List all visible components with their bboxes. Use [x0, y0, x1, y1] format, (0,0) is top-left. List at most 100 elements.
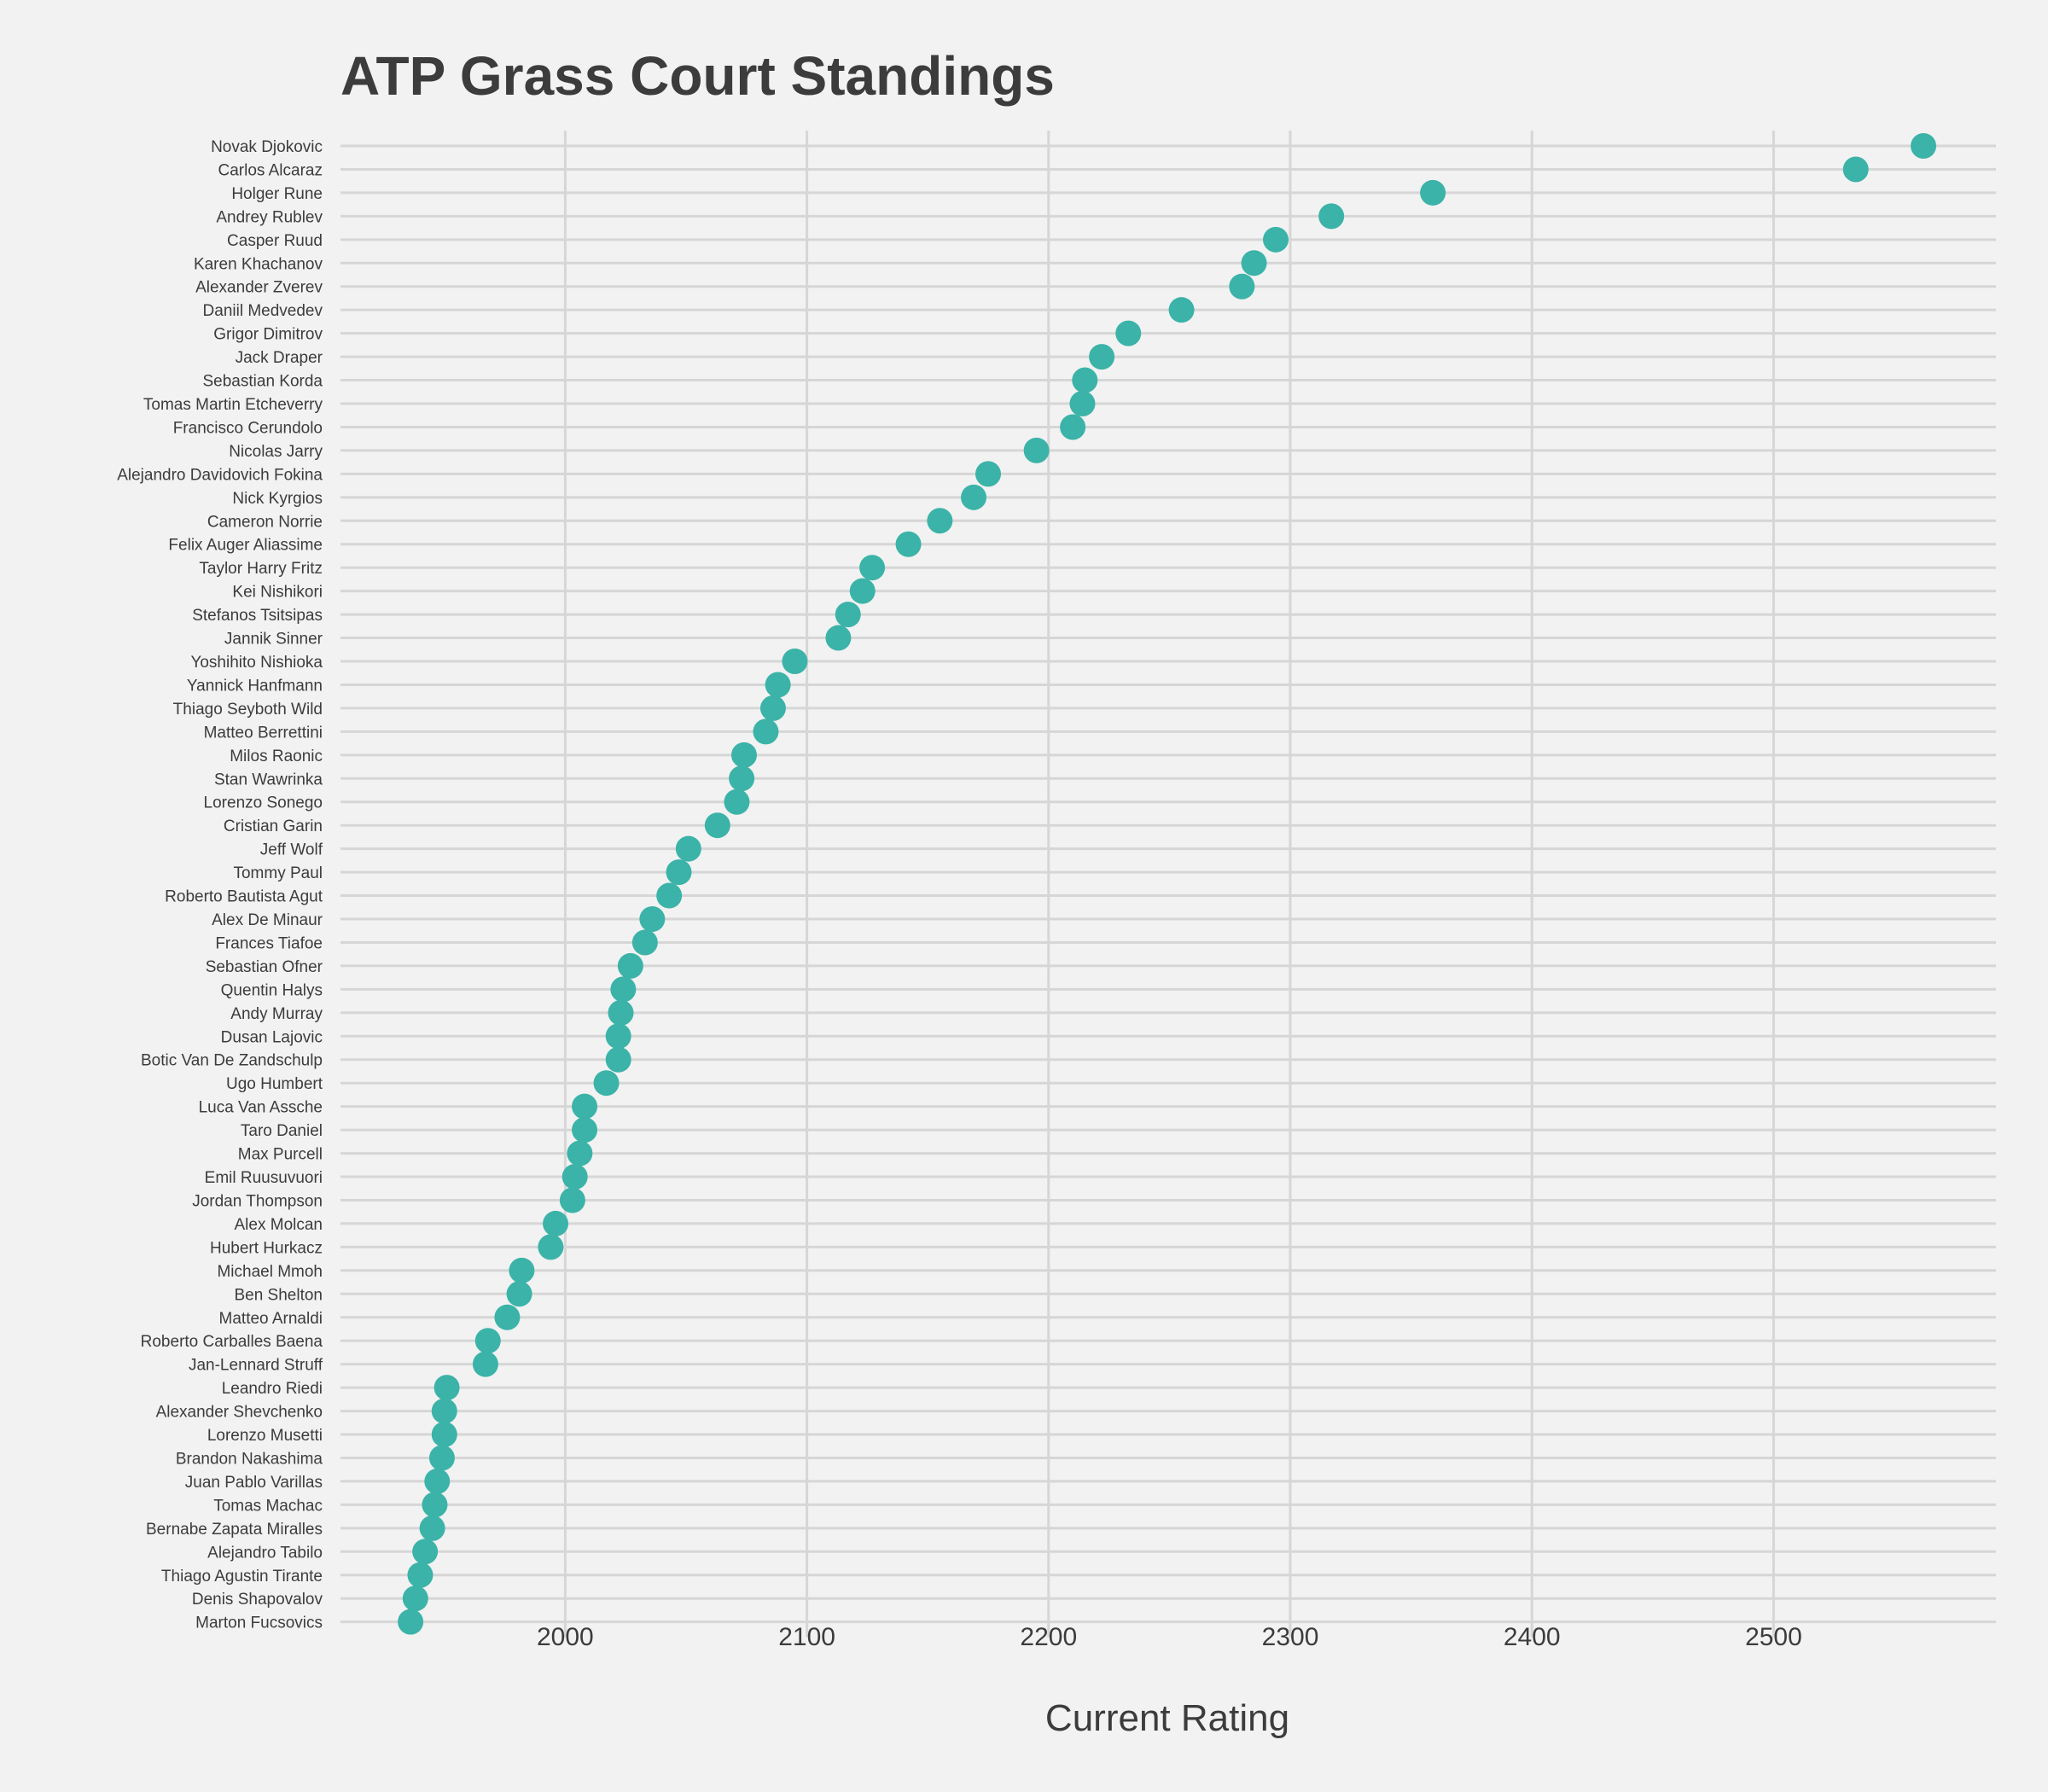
player-label: Jack Draper [236, 349, 323, 367]
player-label: Ugo Humbert [226, 1075, 323, 1093]
player-label: Brandon Nakashima [176, 1450, 323, 1468]
rating-point [895, 531, 922, 557]
player-label: Kei Nishikori [232, 584, 323, 602]
rating-point [474, 1328, 501, 1354]
x-tick-label: 2300 [1262, 1623, 1319, 1651]
chart-title: ATP Grass Court Standings [340, 45, 1055, 107]
rating-point [424, 1468, 451, 1494]
rating-point [559, 1187, 585, 1213]
player-label: Matteo Berrettini [204, 724, 323, 742]
player-label: Nicolas Jarry [229, 443, 323, 461]
rating-point [759, 695, 786, 721]
rating-point [724, 788, 750, 815]
rating-point [927, 508, 953, 534]
player-label: Alex De Minaur [212, 911, 323, 929]
player-label: Alejandro Tabilo [207, 1544, 323, 1562]
player-label: Yoshihito Nishioka [190, 654, 323, 672]
player-label: Francisco Cerundolo [173, 419, 323, 437]
rating-point [1420, 179, 1446, 206]
rating-point [561, 1164, 588, 1190]
rating-point [1911, 133, 1937, 159]
rating-point [472, 1351, 498, 1377]
player-label: Sebastian Ofner [206, 958, 323, 976]
x-tick-label: 2100 [778, 1623, 835, 1651]
rating-point [610, 976, 637, 1003]
player-label: Holger Rune [231, 185, 323, 203]
player-label: Michael Mmoh [217, 1263, 323, 1281]
rating-point [1069, 391, 1096, 417]
rating-point [572, 1117, 598, 1143]
rating-point [605, 1023, 631, 1050]
player-label: Alexander Shevchenko [156, 1404, 323, 1422]
player-label: Tomas Martin Etcheverry [143, 396, 323, 414]
rating-point [656, 882, 683, 909]
rating-point [1060, 414, 1086, 440]
x-tick-label: 2500 [1745, 1623, 1802, 1651]
player-label: Frances Tiafoe [215, 934, 323, 952]
player-label: Hubert Hurkacz [210, 1239, 323, 1257]
rating-points [398, 133, 1937, 1635]
horizontal-gridlines [340, 144, 1996, 1624]
player-label: Lorenzo Sonego [204, 794, 323, 812]
player-label: Leandro Riedi [222, 1380, 323, 1398]
rating-point [422, 1492, 448, 1518]
player-label: Ben Shelton [234, 1286, 323, 1304]
player-label: Roberto Bautista Agut [165, 888, 323, 906]
x-axis-label: Current Rating [1045, 1697, 1289, 1739]
player-label: Emil Ruusuvuori [205, 1169, 323, 1187]
rating-point [666, 859, 692, 886]
player-label: Taro Daniel [241, 1122, 323, 1140]
player-label: Sebastian Korda [203, 373, 323, 391]
rating-point [730, 742, 757, 768]
rating-point [572, 1093, 598, 1120]
rating-point [398, 1609, 424, 1635]
player-label: Tomas Machac [213, 1497, 323, 1515]
rating-point [567, 1140, 593, 1167]
player-label: Jan-Lennard Struff [189, 1357, 323, 1375]
player-label: Jannik Sinner [224, 631, 323, 649]
rating-point [617, 952, 643, 979]
x-tick-label: 2400 [1504, 1623, 1561, 1651]
rating-point [961, 484, 987, 510]
player-label: Thiago Seyboth Wild [173, 701, 323, 719]
player-label: Luca Van Assche [199, 1099, 323, 1117]
rating-point [1072, 367, 1098, 393]
rating-point [608, 999, 634, 1026]
player-label: Andrey Rublev [216, 208, 323, 226]
player-label: Alex Molcan [235, 1216, 323, 1234]
rating-point [494, 1304, 521, 1330]
player-label: Andy Murray [230, 1005, 323, 1023]
rating-point [1089, 344, 1115, 370]
rating-point [1229, 273, 1255, 300]
player-label: Roberto Carballes Baena [141, 1333, 323, 1351]
player-label: Stan Wawrinka [214, 771, 323, 788]
player-label: Matteo Arnaldi [219, 1310, 323, 1328]
player-label: Tommy Paul [233, 864, 323, 882]
player-label: Botic Van De Zandschulp [141, 1052, 323, 1070]
player-label: Lorenzo Musetti [207, 1427, 323, 1445]
player-label: Jeff Wolf [260, 841, 323, 859]
player-label: Cristian Garin [224, 817, 323, 835]
player-label: Juan Pablo Varillas [185, 1474, 323, 1492]
rating-point [849, 578, 876, 604]
player-label: Nick Kyrgios [232, 490, 323, 508]
rating-point [538, 1234, 564, 1260]
rating-point [419, 1515, 445, 1541]
player-label: Thiago Agustin Tirante [161, 1568, 323, 1585]
rating-point [407, 1562, 433, 1588]
rating-point [765, 672, 791, 698]
rating-point [825, 625, 852, 651]
x-tick-labels: 2000 2100 2200 2300 2400 2500 [537, 1623, 1802, 1651]
rating-point [1115, 320, 1142, 346]
rating-point [1842, 156, 1869, 183]
player-label: Carlos Alcaraz [218, 161, 323, 179]
x-tick-label: 2000 [537, 1623, 594, 1651]
rating-point [412, 1539, 439, 1565]
rating-point [835, 602, 861, 628]
player-label: Cameron Norrie [207, 513, 323, 531]
player-label: Alejandro Davidovich Fokina [117, 466, 323, 484]
rating-point [431, 1398, 457, 1424]
rating-point [1023, 437, 1050, 463]
player-label: Milos Raonic [230, 748, 323, 765]
